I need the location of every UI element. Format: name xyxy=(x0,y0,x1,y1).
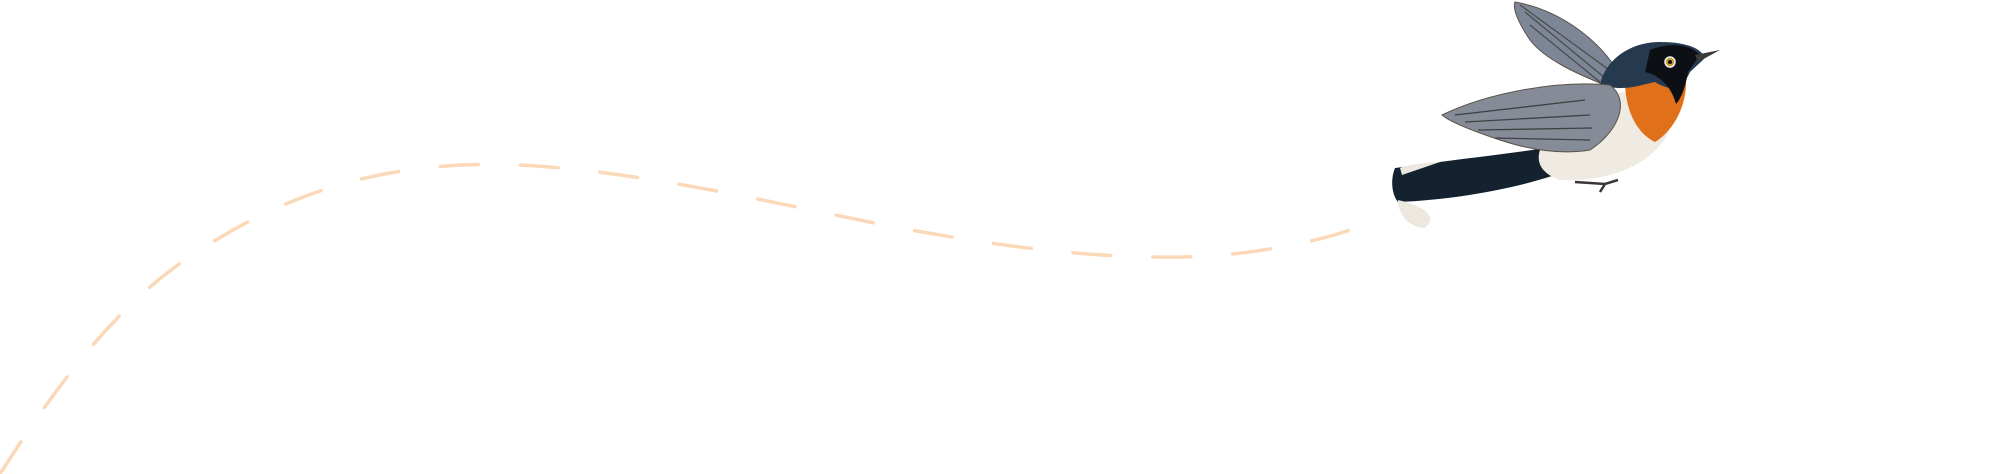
bird-beak xyxy=(1695,50,1720,62)
dashed-flight-path xyxy=(0,162,1362,474)
bird-tail xyxy=(1392,148,1555,202)
bird-tail-tip xyxy=(1398,162,1440,228)
bird-upper-wing xyxy=(1513,1,1621,86)
flying-bird-illustration xyxy=(1392,1,1720,228)
bird-legs xyxy=(1574,178,1619,193)
